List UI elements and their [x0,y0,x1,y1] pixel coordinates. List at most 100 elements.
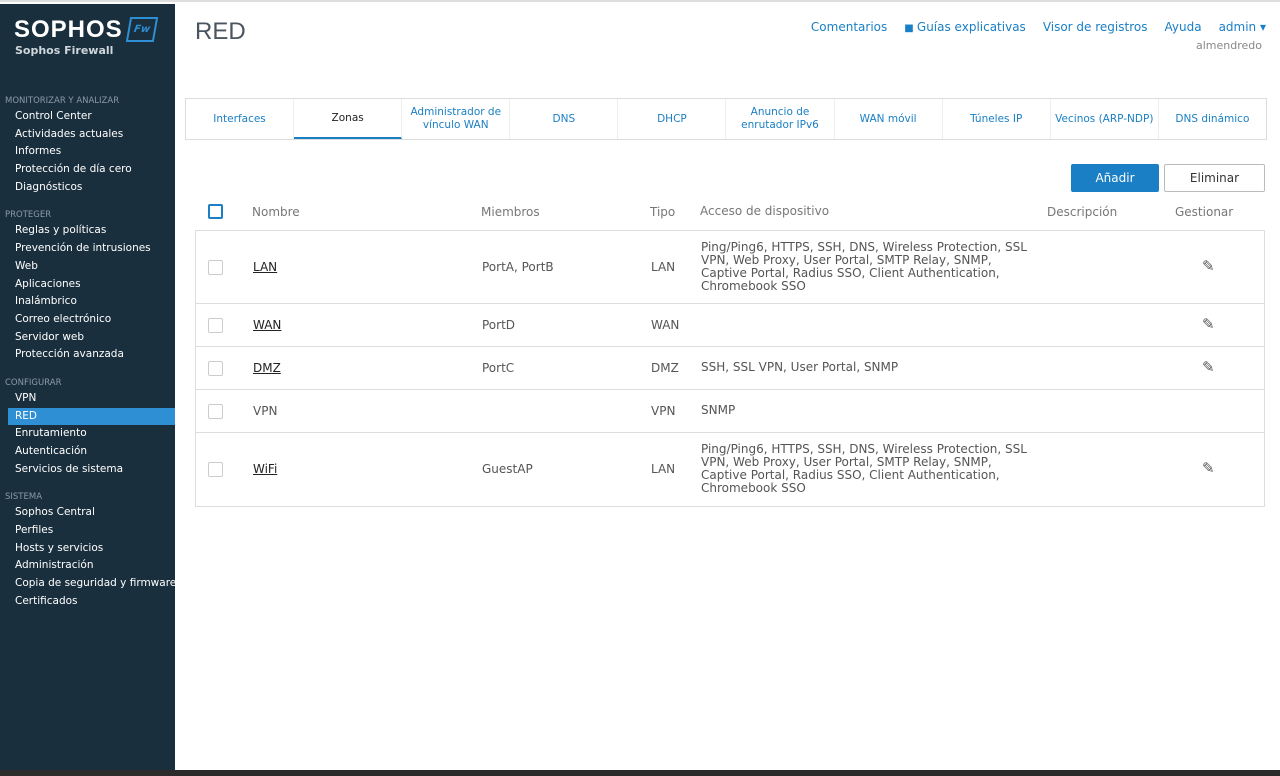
zones-table: LAN PortA, PortB LAN Ping/Ping6, HTTPS, SSH… [195,230,1265,507]
zone-name[interactable]: WAN [253,317,282,332]
sidebar-nav: MONITORIZAR Y ANALIZAR Control Center Acti… [0,84,177,611]
sidebar-item-aplicaciones[interactable]: Aplicaciones [15,277,81,290]
tab-dns[interactable]: DNS [510,99,619,139]
tab-bar: Interfaces Zonas Administrador de vínculo … [185,98,1267,140]
zone-access: Ping/Ping6, HTTPS, SSH, DNS, Wireless Pr… [701,442,1027,495]
firewall-badge-icon: Fw [125,17,159,42]
edit-pencil-icon[interactable]: ✎ [1202,357,1215,376]
sidebar-item-correo-electronico[interactable]: Correo electrónico [15,312,112,325]
tab-tuneles-ip[interactable]: Túneles IP [943,99,1051,139]
sidebar-item-actividades-actuales[interactable]: Actividades actuales [15,127,124,140]
tab-zonas[interactable]: Zonas [294,99,403,139]
add-button[interactable]: Añadir [1071,164,1159,192]
sidebar-item-control-center[interactable]: Control Center [15,110,92,122]
row-checkbox[interactable] [208,317,223,333]
header-link-comentarios[interactable]: Comentarios [811,20,887,34]
table-row: VPN VPN SNMP [196,390,1264,433]
sidebar-item-informes[interactable]: Informes [15,145,62,158]
header-description: Descripción [1047,205,1118,219]
zone-access: Ping/Ping6, HTTPS, SSH, DNS, Wireless Pr… [701,240,1027,293]
sophos-logo: SOPHOS [14,16,123,43]
sidebar-item-certificados[interactable]: Certificados [15,594,78,607]
edit-pencil-icon[interactable]: ✎ [1202,256,1215,275]
header-link-label: Visor de registros [1042,20,1148,34]
sidebar: SOPHOS Fw Sophos Firewall MONITORIZAR Y … [0,4,177,770]
sidebar-item-hosts-y-servicios[interactable]: Hosts y servicios [15,541,104,554]
table-row: WAN PortD WAN ✎ [196,304,1264,347]
delete-button[interactable]: Eliminar [1164,164,1265,192]
sidebar-item-sophos-central[interactable]: Sophos Central [15,506,95,519]
product-name: Sophos Firewall [15,44,114,57]
zone-type: DMZ [651,360,679,375]
sidebar-section-title: PROTEGER [5,210,52,221]
zone-type: LAN [651,259,676,274]
page-title: RED [195,18,246,45]
zone-members: PortA, PortB [482,259,554,274]
zone-members: PortC [482,360,515,375]
header-link-label: Comentarios [810,20,888,34]
sidebar-item-proteccion-avanzada[interactable]: Protección avanzada [15,348,124,361]
sidebar-item-copia-de-seguridad-y-firmware[interactable]: Copia de seguridad y firmware [15,577,177,590]
zone-members: GuestAP [482,461,533,476]
row-checkbox[interactable] [208,259,223,275]
edit-pencil-icon[interactable]: ✎ [1202,458,1215,477]
table-header: Nombre Miembros Tipo Acceso de dispositi… [195,204,1265,221]
sidebar-item-servidor-web[interactable]: Servidor web [15,330,85,343]
header-type: Tipo [650,205,676,219]
sidebar-item-web[interactable]: Web [15,259,38,272]
header-name: Nombre [252,205,300,219]
tab-wan-movil[interactable]: WAN móvil [835,99,943,139]
zone-access: SNMP [701,402,736,417]
taskbar [0,770,1280,776]
sidebar-section-title: CONFIGURAR [5,377,62,388]
zone-members: PortD [482,317,516,332]
zone-name: VPN [253,403,278,418]
tab-vecinos-arp-ndp[interactable]: Vecinos (ARP-NDP) [1051,99,1159,139]
zone-type: VPN [651,403,676,418]
zone-type: WAN [651,317,680,332]
zone-type: LAN [651,461,676,476]
header-links: Comentarios ■ Guías explicativas Visor de … [811,20,1266,34]
row-checkbox[interactable] [208,360,223,376]
sidebar-item-perfiles[interactable]: Perfiles [15,524,54,537]
header-link-visor-de-registros[interactable]: Visor de registros [1043,20,1148,34]
video-icon: ■ [904,23,917,34]
tab-interfaces[interactable]: Interfaces [186,99,295,139]
sidebar-item-red[interactable]: RED [8,407,175,426]
sidebar-item-administracion[interactable]: Administración [15,559,94,572]
sidebar-item-inalambrico[interactable]: Inalámbrico [15,295,77,308]
edit-pencil-icon[interactable]: ✎ [1202,314,1215,333]
sidebar-item-proteccion-de-dia-cero[interactable]: Protección de día cero [15,163,132,176]
zone-name[interactable]: DMZ [253,360,281,375]
zone-name[interactable]: WiFi [253,461,278,476]
header-link-admin[interactable]: admin ▾ [1219,20,1266,34]
table-row: LAN PortA, PortB LAN Ping/Ping6, HTTPS, SSH… [196,231,1264,304]
sidebar-item-enrutamiento[interactable]: Enrutamiento [15,427,87,440]
sidebar-section-title: SISTEMA [5,492,43,503]
table-row: DMZ PortC DMZ SSH, SSL VPN, User Portal, SN… [196,347,1264,390]
zone-name[interactable]: LAN [253,259,278,274]
sidebar-item-diagnosticos[interactable]: Diagnósticos [15,180,83,193]
header-link-guias-explicativas[interactable]: ■ Guías explicativas [904,20,1026,34]
tab-anuncio-de-enrutador-ipv6[interactable]: Anuncio de enrutador IPv6 [726,99,835,139]
sidebar-item-reglas-y-politicas[interactable]: Reglas y políticas [15,224,107,237]
row-checkbox[interactable] [208,461,223,477]
zone-access: SSH, SSL VPN, User Portal, SNMP [701,359,899,374]
tab-dns-dinamico[interactable]: DNS dinámico [1175,112,1250,125]
tab-dhcp[interactable]: DHCP [618,99,727,139]
table-row: WiFi GuestAP LAN Ping/Ping6, HTTPS, SSH, DN… [196,433,1264,506]
header-link-label: admin ▾ [1218,20,1266,34]
username: almendredo [1196,39,1262,52]
sidebar-item-autenticacion[interactable]: Autenticación [15,445,88,457]
sidebar-item-vpn[interactable]: VPN [15,391,37,404]
header-members: Miembros [481,205,540,219]
row-checkbox[interactable] [208,403,223,419]
header-manage: Gestionar [1175,205,1234,219]
tab-administrador-de-vinculo-wan[interactable]: Administrador de vínculo WAN [402,99,511,139]
select-all-checkbox[interactable] [208,204,223,219]
header-link-label: Guías explicativas [916,20,1026,34]
header-access: Acceso de dispositivo [700,204,830,218]
header-link-ayuda[interactable]: Ayuda [1164,20,1201,34]
sidebar-item-prevencion-de-intrusiones[interactable]: Prevención de intrusiones [15,242,151,255]
sidebar-item-servicios-de-sistema[interactable]: Servicios de sistema [15,462,124,475]
